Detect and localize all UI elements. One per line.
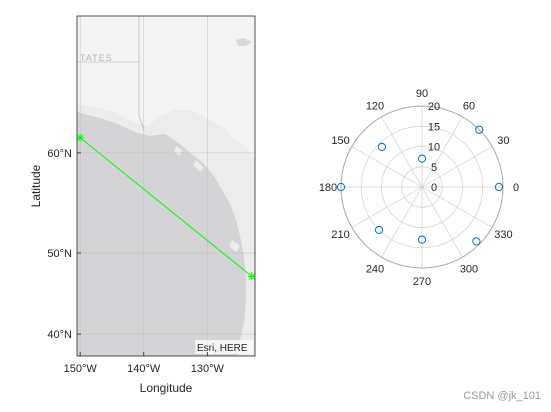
map-lat-tick-label: 40°N xyxy=(47,329,72,341)
polar-theta-tick-label: 270 xyxy=(413,276,431,288)
polar-r-tick-label: 20 xyxy=(428,101,440,113)
polar-theta-tick-label: 210 xyxy=(331,229,349,241)
polar-data-point xyxy=(475,125,484,134)
map-border-line-3 xyxy=(138,115,145,131)
polar-theta-tick-label: 120 xyxy=(366,101,384,113)
map-track-marker xyxy=(77,133,85,142)
map-land-north xyxy=(77,16,255,160)
polar-theta-tick-label: 90 xyxy=(416,88,428,100)
polar-theta-tick-label: 330 xyxy=(494,229,512,241)
polar-labels: 0 30 60 90 120 150 180 210 240 270 300 330 0 5 10 15 20 xyxy=(319,88,519,288)
polar-theta-tick-label: 180 xyxy=(319,182,337,194)
map-logo-shape xyxy=(236,38,252,46)
map-track-marker xyxy=(247,272,255,281)
polar-data-point xyxy=(472,237,481,246)
map-land-mainland xyxy=(77,112,246,356)
map-track-line xyxy=(79,137,253,277)
map-island-3 xyxy=(229,240,240,252)
polar-theta-tick-label: 0 xyxy=(513,182,519,194)
map-lon-tick-label: 140°W xyxy=(127,363,161,375)
map-lat-tick-label: 50°N xyxy=(47,248,72,260)
polar-r-tick-label: 10 xyxy=(428,142,440,154)
watermark: CSDN @jk_101 xyxy=(463,390,541,402)
polar-r-tick-label: 5 xyxy=(431,162,437,174)
map-xlabel: Longitude xyxy=(140,381,193,395)
polar-r-tick-label: 15 xyxy=(428,121,440,133)
polar-theta-tick-label: 30 xyxy=(497,135,509,147)
map-place-label: TATES xyxy=(80,53,113,63)
polar-data-point xyxy=(374,225,384,235)
map-axes-frame xyxy=(76,15,256,357)
polar-data-point xyxy=(377,142,387,152)
polar-r-tick-label: 0 xyxy=(431,182,437,194)
polar-data-point xyxy=(336,182,346,192)
polar-theta-tick-label: 150 xyxy=(331,135,349,147)
polar-theta-tick-label: 300 xyxy=(460,263,478,275)
map-island-1 xyxy=(174,146,182,156)
polar-theta-tick-label: 60 xyxy=(463,101,475,113)
polar-axes: 0 30 60 90 120 150 180 210 240 270 300 330 0 5 10 15 20 xyxy=(319,88,519,288)
map-island-2 xyxy=(193,160,204,172)
polar-r-gridline xyxy=(401,166,443,208)
map-lon-tick-label: 150°W xyxy=(64,363,98,375)
polar-data-point xyxy=(417,154,427,163)
map-lon-tick-label: 130°W xyxy=(191,363,225,375)
map-ticks: 150°W 140°W 130°W 40°N 50°N 60°N xyxy=(47,148,224,375)
map-grid xyxy=(77,16,255,356)
polar-r-gridline xyxy=(360,125,484,249)
map-ylabel: Latitude xyxy=(29,164,43,207)
map-axes: TATES Esri, HERE 150°W 140°W 130°W 40°N 50°N… xyxy=(29,15,256,395)
map-attribution-box xyxy=(195,340,253,354)
map-lat-tick-label: 60°N xyxy=(47,148,72,160)
polar-r-gridline xyxy=(381,146,463,228)
map-attribution: Esri, HERE xyxy=(197,343,248,354)
polar-data-point xyxy=(494,182,504,192)
polar-points xyxy=(336,125,504,246)
map-line-group xyxy=(77,133,255,281)
polar-data-point xyxy=(417,235,427,244)
polar-theta-tick-label: 240 xyxy=(366,263,384,275)
